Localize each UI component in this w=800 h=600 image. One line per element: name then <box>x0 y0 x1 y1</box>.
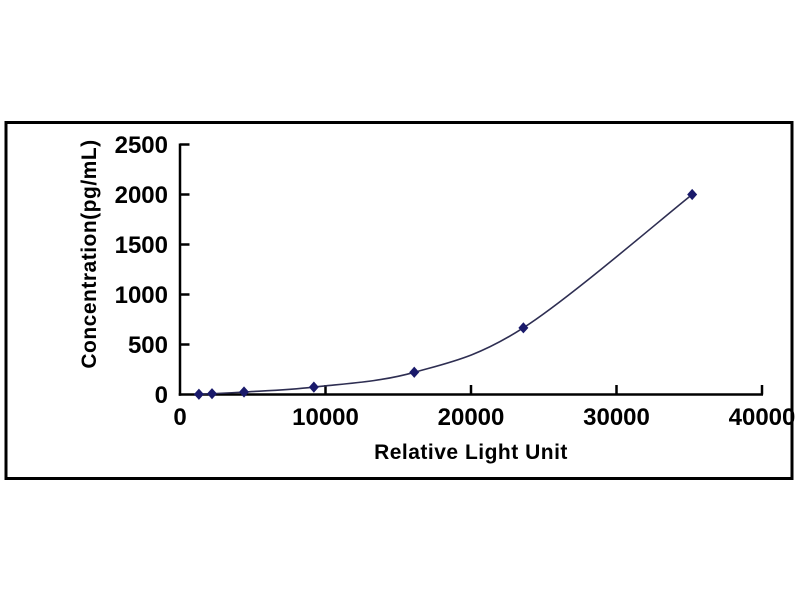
y-axis-title: Concentration(pg/mL) <box>78 139 101 369</box>
x-tick-label: 40000 <box>729 404 796 431</box>
axes <box>178 143 763 396</box>
x-tick-label: 10000 <box>292 404 359 431</box>
data-point-marker <box>239 386 250 398</box>
x-tick-label: 30000 <box>583 404 650 431</box>
curve-line <box>198 193 693 396</box>
axis-ticks <box>180 143 764 395</box>
data-point-marker <box>308 381 319 393</box>
tick-labels: 0 10000 20000 30000 40000 0 500 1000 1500 2000 250… <box>115 132 796 431</box>
data-point-marker <box>193 388 204 400</box>
y-tick-label: 1500 <box>115 232 168 259</box>
x-tick-label: 0 <box>173 404 186 431</box>
y-tick-label: 1000 <box>115 282 168 309</box>
data-point-marker <box>518 322 529 334</box>
data-point-marker <box>409 366 420 378</box>
data-series <box>193 188 698 400</box>
x-tick-label: 20000 <box>438 404 505 431</box>
figure-border <box>4 121 794 480</box>
data-point-marker <box>687 188 698 201</box>
y-tick-label: 0 <box>155 382 168 409</box>
y-tick-label: 2500 <box>115 132 168 159</box>
y-tick-label: 2000 <box>115 182 168 209</box>
y-tick-label: 500 <box>128 332 168 359</box>
x-axis-title: Relative Light Unit <box>374 441 568 464</box>
data-point-marker <box>207 388 218 400</box>
